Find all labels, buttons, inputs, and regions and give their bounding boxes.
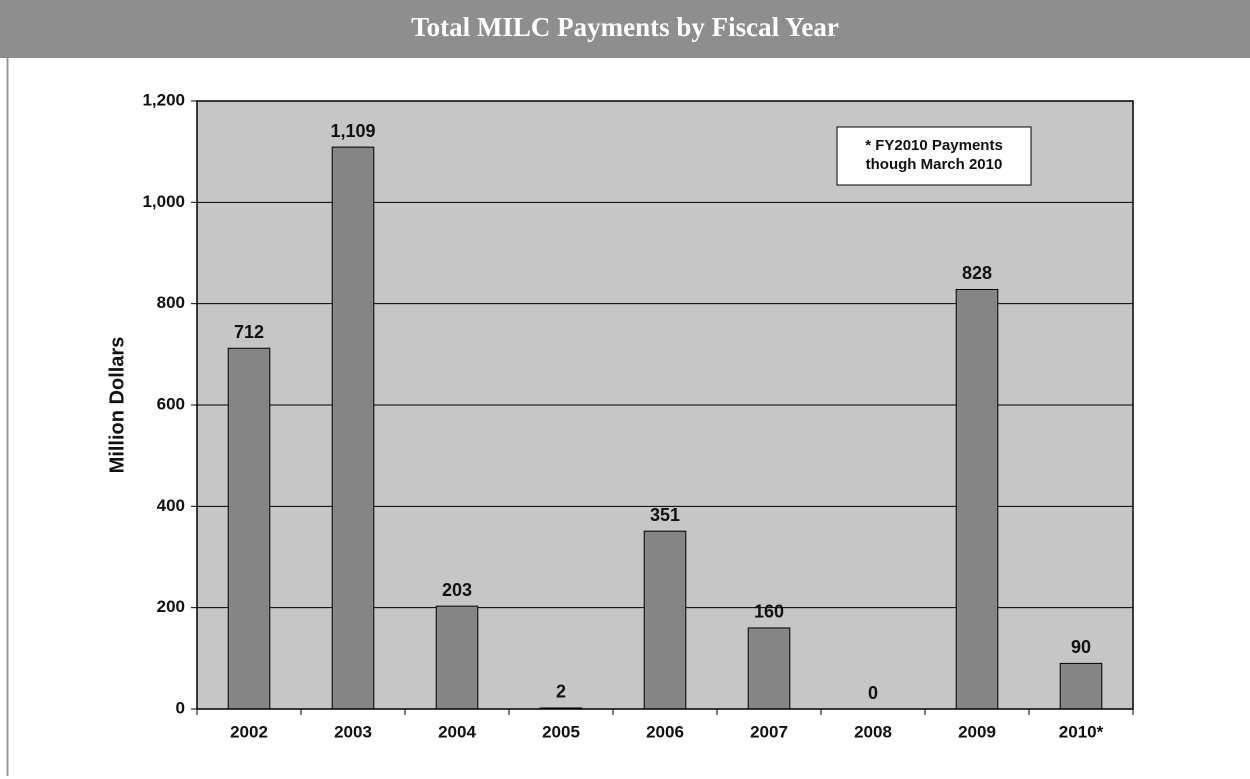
y-axis-label: Million Dollars: [106, 337, 128, 474]
data-label: 0: [868, 683, 878, 703]
data-label: 203: [442, 580, 472, 600]
y-tick-label: 400: [157, 496, 185, 515]
x-tick-label: 2008: [854, 722, 892, 741]
x-tick-label: 2007: [750, 722, 788, 741]
y-tick-label: 600: [157, 394, 185, 413]
x-tick-label: 2003: [334, 722, 372, 741]
data-label: 2: [556, 682, 566, 702]
y-tick-label: 1,000: [142, 192, 185, 211]
plot-border: [196, 100, 1134, 710]
annotation-box: [836, 126, 1032, 186]
x-tick-label: 2004: [438, 722, 476, 741]
bar: [227, 347, 271, 710]
chart-title: Total MILC Payments by Fiscal Year: [411, 12, 839, 42]
bar: [643, 530, 687, 710]
annotation-text: * FY2010 Payments: [865, 137, 1003, 154]
bar: [955, 288, 999, 710]
data-label: 1,109: [330, 121, 375, 141]
data-label: 90: [1071, 637, 1091, 657]
y-tick-label: 200: [157, 597, 185, 616]
bar: [747, 627, 791, 710]
bar: [435, 605, 479, 710]
data-label: 160: [754, 602, 784, 622]
data-label: 828: [962, 263, 992, 283]
y-tick-label: 800: [157, 293, 185, 312]
title-bar: [0, 0, 1250, 58]
bar: [1059, 662, 1103, 710]
data-label: 351: [650, 505, 680, 525]
x-tick-label: 2002: [230, 722, 268, 741]
data-label: 712: [234, 322, 264, 342]
x-tick-label: 2006: [646, 722, 684, 741]
x-tick-label: 2010*: [1059, 722, 1104, 741]
x-tick-label: 2009: [958, 722, 996, 741]
x-tick-label: 2005: [542, 722, 580, 741]
y-tick-label: 0: [176, 698, 185, 717]
bar: [331, 146, 375, 710]
y-tick-label: 1,200: [142, 90, 185, 109]
annotation-text: though March 2010: [866, 156, 1003, 173]
